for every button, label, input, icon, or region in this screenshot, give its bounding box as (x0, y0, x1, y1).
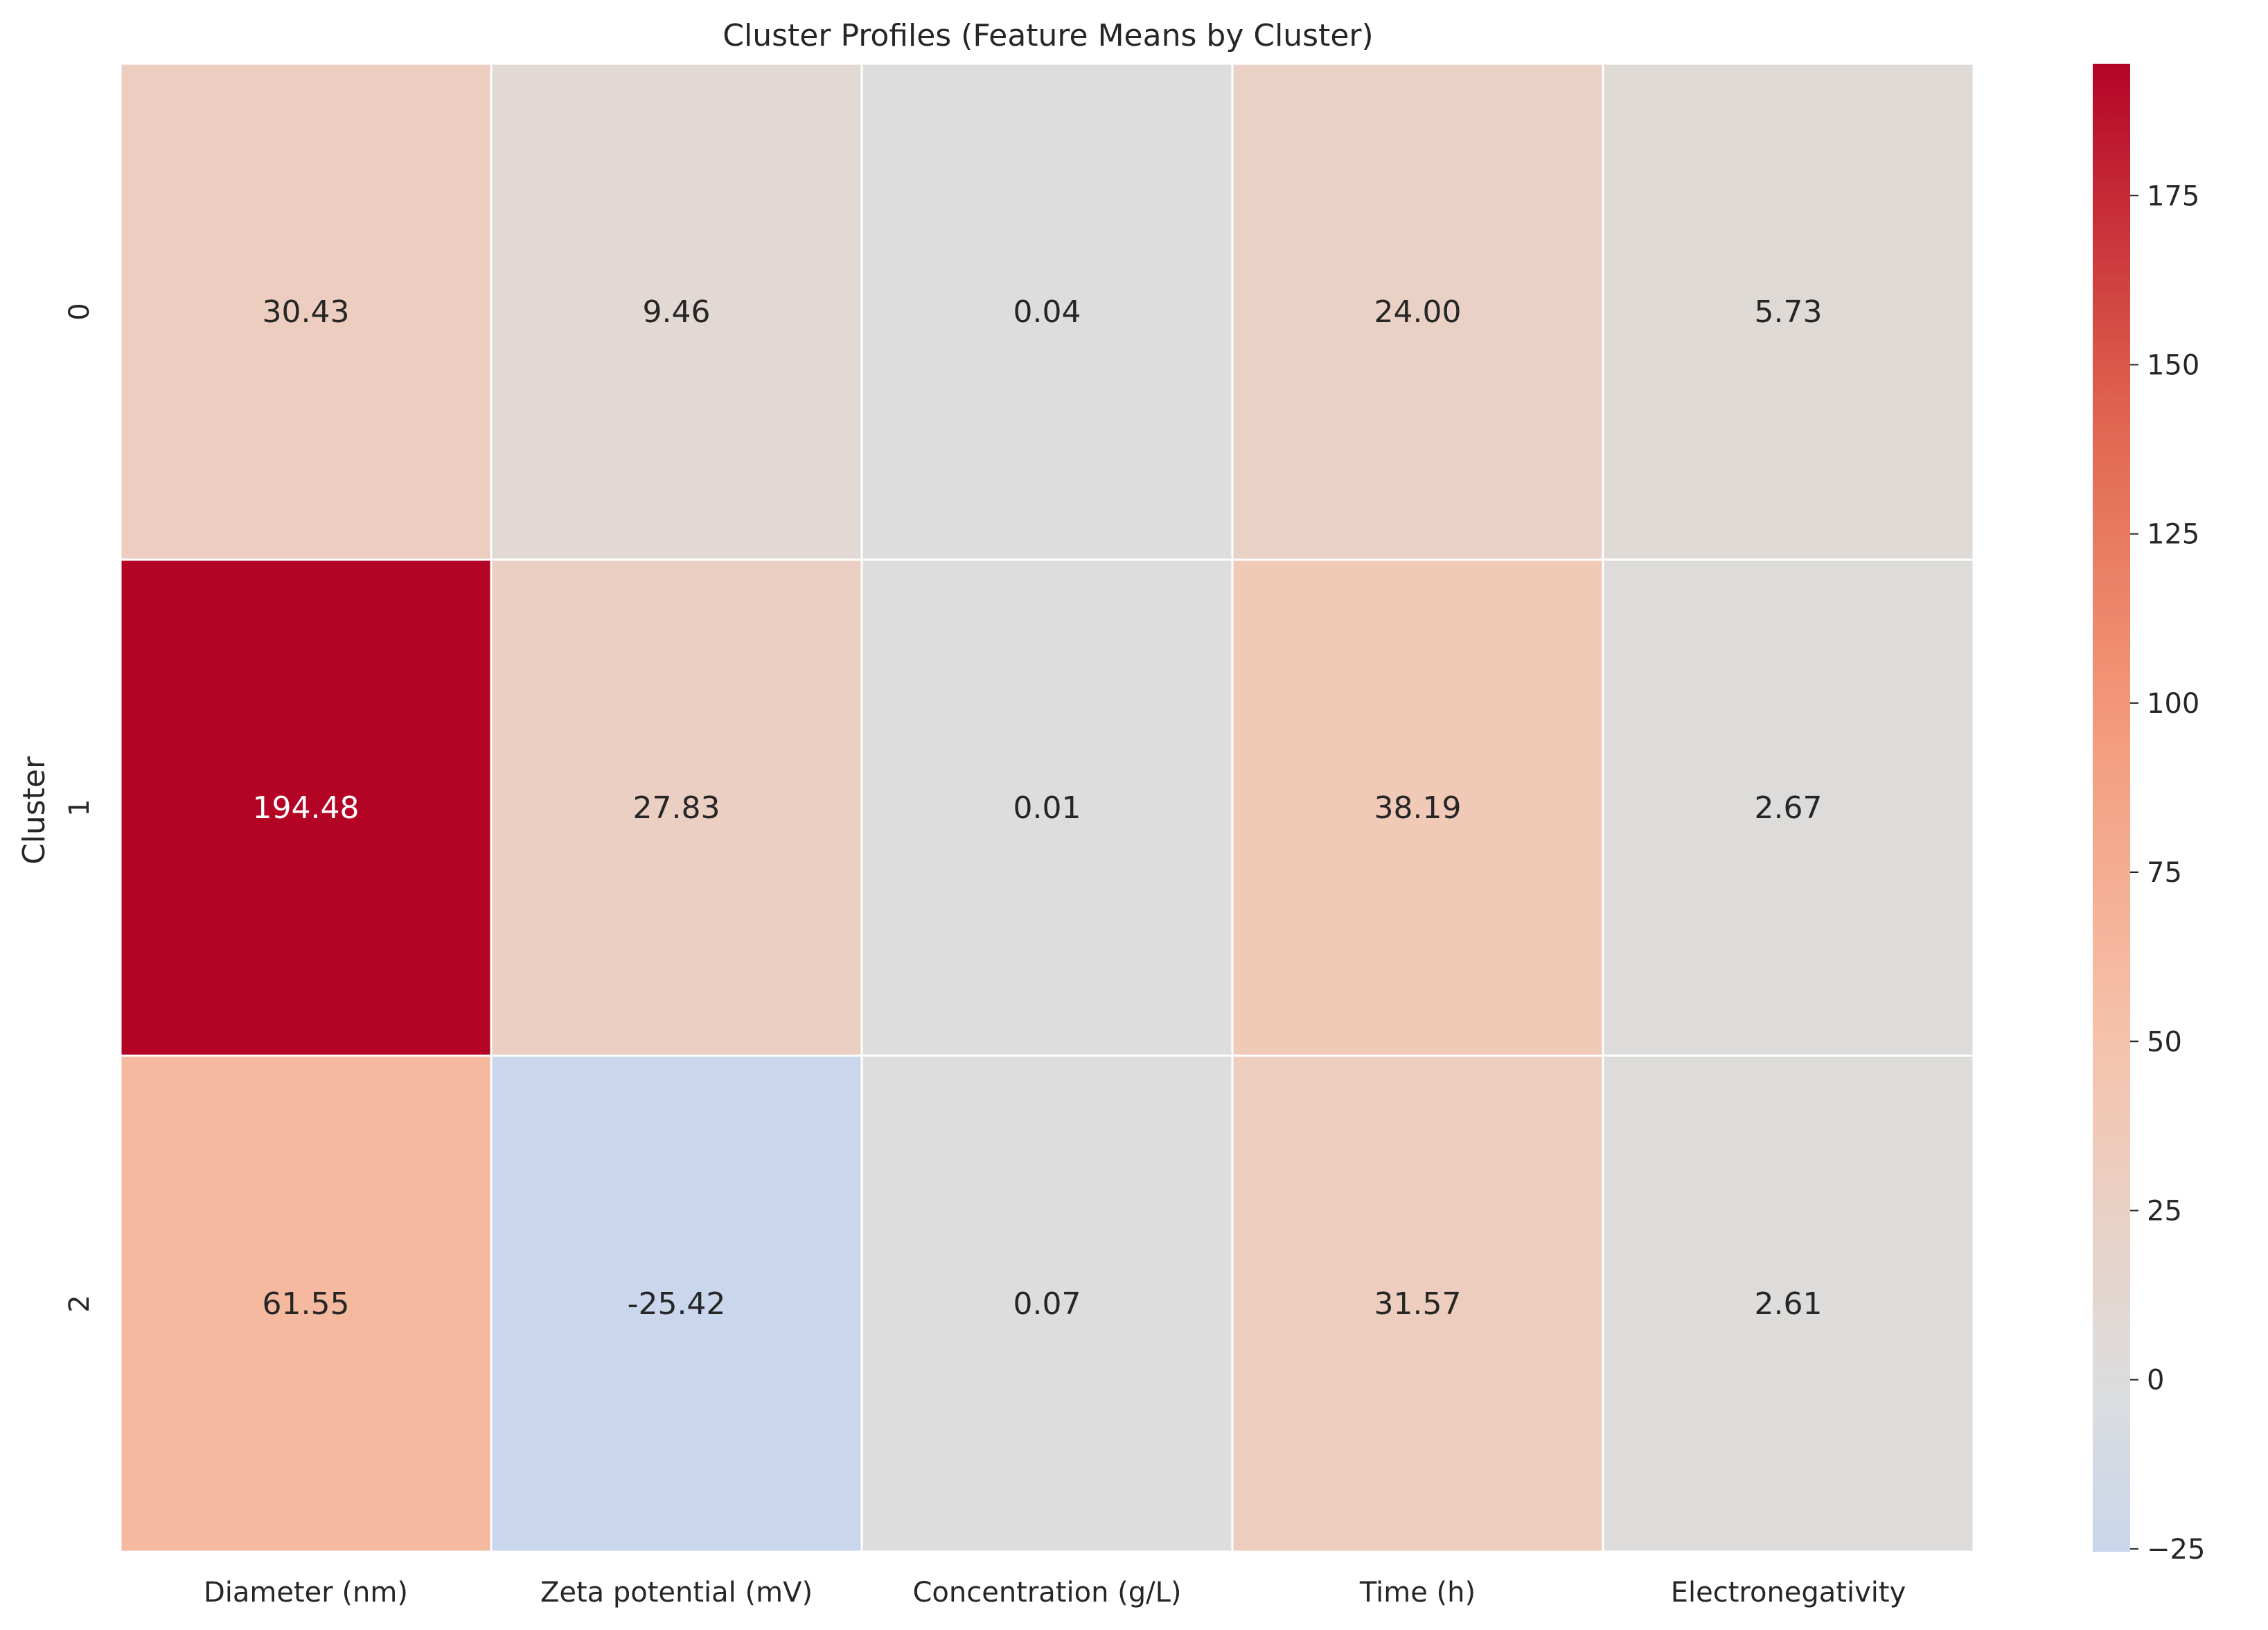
heatmap-cell (1231, 62, 1604, 561)
heatmap-cell (860, 558, 1234, 1057)
heatmap-cells: 30.43 9.46 0.04 24.00 5.73 194.48 27.83 0.01 38.… (119, 62, 1975, 1553)
colorbar-tick-label: 25 (2147, 1195, 2182, 1227)
colorbar-tick-label: 0 (2147, 1365, 2164, 1397)
colorbar-tick-label: 50 (2147, 1026, 2182, 1058)
y-tick-label: 2 (64, 1295, 96, 1312)
y-tick-label: 1 (64, 799, 96, 816)
heatmap-cell (119, 62, 493, 561)
heatmap-cell (490, 62, 863, 561)
x-tick-label: Concentration (g/L) (912, 1577, 1181, 1609)
colorbar-tick-label: 150 (2147, 349, 2199, 381)
y-tick-label: 0 (64, 303, 96, 320)
y-axis-label: Cluster (17, 756, 52, 865)
x-tick-label: Time (h) (1359, 1577, 1476, 1609)
colorbar-tick-label: 100 (2147, 688, 2199, 720)
cell-value-label: -25.42 (628, 1286, 726, 1322)
cell-value-label: 194.48 (253, 790, 360, 826)
x-tick-label: Electronegativity (1671, 1577, 1906, 1609)
heatmap-cell (1602, 558, 1975, 1057)
cell-value-label: 27.83 (633, 790, 720, 826)
y-axis: 0 1 2 (64, 303, 96, 1312)
x-axis: Diameter (nm) Zeta potential (mV) Concentr… (204, 1577, 1906, 1609)
heatmap-cell (119, 558, 493, 1057)
heatmap-cell (490, 558, 863, 1057)
cell-value-label: 5.73 (1755, 294, 1823, 330)
cell-value-label: 38.19 (1374, 790, 1462, 826)
heatmap-cell (1602, 1054, 1975, 1553)
colorbar-tick-label: 75 (2147, 857, 2182, 889)
cell-value-label: 0.01 (1013, 790, 1081, 826)
cell-value-label: 0.04 (1013, 294, 1081, 330)
colorbar-tick-label: 125 (2147, 519, 2199, 551)
colorbar-tick-label: −25 (2147, 1534, 2205, 1566)
cell-value-label: 61.55 (263, 1286, 350, 1322)
heatmap-cell (1602, 62, 1975, 561)
heatmap-cell (860, 62, 1234, 561)
colorbar-ticks: −25 0 25 50 75 100 125 150 175 (2130, 180, 2205, 1566)
heatmap-cell (490, 1054, 863, 1553)
colorbar-tick-label: 175 (2147, 180, 2199, 212)
cell-value-label: 31.57 (1374, 1286, 1462, 1322)
cell-value-label: 9.46 (643, 294, 711, 330)
heatmap-cell (860, 1054, 1234, 1553)
cell-value-label: 2.67 (1755, 790, 1823, 826)
cell-value-label: 2.61 (1755, 1286, 1823, 1322)
colorbar (2093, 64, 2130, 1552)
chart-title: Cluster Profiles (Feature Means by Clust… (723, 18, 1373, 53)
cell-value-label: 30.43 (263, 294, 350, 330)
x-tick-label: Diameter (nm) (204, 1577, 408, 1609)
cell-value-label: 24.00 (1374, 294, 1462, 330)
heatmap-cell (1231, 1054, 1604, 1553)
x-tick-label: Zeta potential (mV) (540, 1577, 813, 1609)
cell-value-label: 0.07 (1013, 1286, 1081, 1322)
